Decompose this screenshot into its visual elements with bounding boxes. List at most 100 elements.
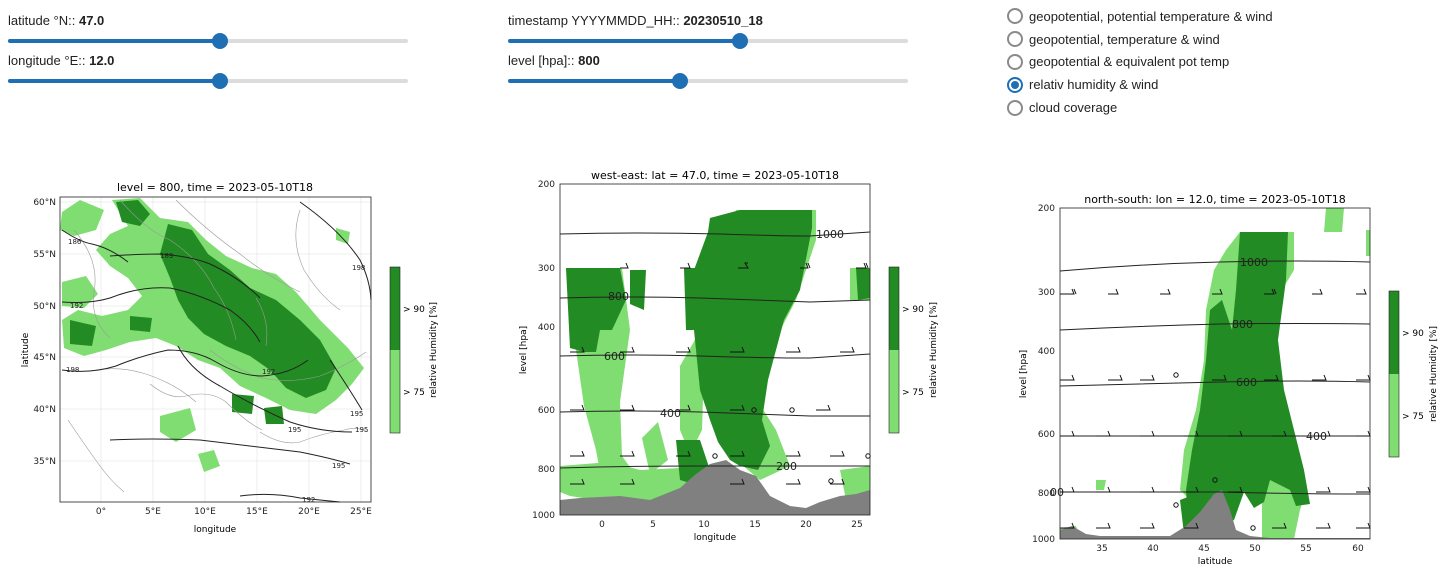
colorbar: > 90 > 75 relative Humidity [%]	[389, 266, 439, 434]
y-tick-label: 800	[538, 465, 555, 475]
contour-label: 195	[288, 426, 301, 434]
timestamp-slider[interactable]: timestamp YYYYMMDD_HH:: 20230510_18	[508, 13, 908, 49]
plot-title: west-east: lat = 47.0, time = 2023-05-10…	[591, 170, 839, 182]
longitude-thumb[interactable]	[212, 73, 228, 89]
colorbar-tick: > 75	[403, 388, 425, 398]
x-tick-label: 60	[1352, 544, 1364, 554]
y-axis-label: level [hpa]	[519, 326, 529, 374]
x-tick-label: 15	[749, 520, 760, 530]
radio-option-pot-temp-wind[interactable]: geopotential, potential temperature & wi…	[1007, 5, 1273, 28]
contour-label: 600	[604, 350, 625, 363]
y-tick-label: 45°N	[33, 353, 56, 363]
latitude-fill	[8, 39, 220, 43]
colorbar-tick: > 75	[902, 388, 924, 398]
y-tick-label: 50°N	[33, 302, 56, 312]
colorbar-tick: > 75	[1402, 412, 1424, 422]
radio-option-cloud-coverage[interactable]: cloud coverage	[1007, 96, 1273, 119]
timestamp-track[interactable]	[508, 33, 908, 49]
x-tick-label: 10°E	[194, 507, 216, 517]
y-tick-label: 400	[538, 323, 555, 333]
latitude-thumb[interactable]	[212, 33, 228, 49]
timestamp-thumb[interactable]	[732, 33, 748, 49]
contour-label: 195	[350, 410, 363, 418]
y-tick-label: 800	[1038, 489, 1055, 499]
y-tick-label: 1000	[1032, 535, 1055, 545]
y-tick-label: 600	[538, 406, 555, 416]
radio-option-equiv-pot-temp[interactable]: geopotential & equivalent pot temp	[1007, 51, 1273, 74]
radio-option-rel-humidity-wind[interactable]: relativ humidity & wind	[1007, 73, 1273, 96]
contour-label: 186	[68, 238, 82, 246]
contour-label: 192	[302, 496, 315, 504]
level-thumb[interactable]	[672, 73, 688, 89]
x-axis-label: longitude	[694, 533, 737, 543]
contour-label: 00	[1050, 486, 1064, 499]
radio-button[interactable]	[1007, 8, 1023, 25]
contour-label: 400	[660, 407, 681, 420]
colorbar-tick: > 90	[403, 305, 425, 315]
x-axis-label: longitude	[194, 525, 237, 535]
section-area: 1000 800 600 400 00	[1050, 207, 1371, 540]
terrain	[560, 460, 870, 515]
y-tick-label: 1000	[532, 511, 555, 521]
contour-label: 1000	[816, 228, 844, 241]
x-tick-label: 10	[698, 520, 710, 530]
y-tick-label: 400	[1038, 347, 1055, 357]
colorbar-tick: > 90	[902, 305, 924, 315]
longitude-track[interactable]	[8, 73, 408, 89]
colorbar: > 90 > 75 relative Humidity [%]	[888, 266, 939, 434]
latitude-slider[interactable]: latitude °N:: 47.0	[8, 13, 408, 49]
y-axis-label: level [hpa]	[1019, 350, 1029, 398]
y-tick-label: 55°N	[33, 250, 56, 260]
terrain	[1060, 490, 1370, 539]
contour-label: 198	[352, 264, 365, 272]
colorbar-label: relative Humidity [%]	[429, 302, 439, 398]
humidity-map-plot: level = 800, time = 2023-05-10T18	[21, 181, 439, 535]
y-tick-label: 300	[1038, 288, 1055, 298]
y-tick-label: 35°N	[33, 457, 56, 467]
radio-button[interactable]	[1007, 99, 1023, 116]
x-tick-label: 55	[1300, 544, 1311, 554]
timestamp-label: timestamp YYYYMMDD_HH:: 20230510_18	[508, 13, 763, 28]
radio-option-temp-wind[interactable]: geopotential, temperature & wind	[1007, 28, 1273, 51]
y-tick-label: 60°N	[33, 198, 56, 208]
contour-label: 198	[66, 366, 79, 374]
latitude-track[interactable]	[8, 33, 408, 49]
x-axis-label: latitude	[1198, 557, 1233, 567]
longitude-label: longitude °E:: 12.0	[8, 53, 115, 68]
x-tick-label: 20	[800, 520, 812, 530]
rh-gt90-areas	[70, 200, 336, 424]
x-tick-label: 25°E	[350, 507, 372, 517]
y-tick-label: 300	[538, 264, 555, 274]
contour-label: 200	[776, 460, 797, 473]
x-tick-label: 5°E	[145, 507, 161, 517]
radio-button[interactable]	[1007, 76, 1023, 93]
colorbar-tick: > 90	[1402, 329, 1424, 339]
contour-label: 800	[608, 290, 629, 303]
longitude-fill	[8, 79, 220, 83]
map-area: 186 189 198 192 198 192 195 195 195 192 …	[59, 196, 372, 504]
longitude-slider[interactable]: longitude °E:: 12.0	[8, 53, 408, 89]
radio-button[interactable]	[1007, 31, 1023, 48]
y-tick-label: 200	[1038, 204, 1055, 214]
colorbar-label: relative Humidity [%]	[929, 302, 939, 398]
level-slider[interactable]: level [hpa]:: 800	[508, 53, 908, 89]
radio-option-label: cloud coverage	[1029, 100, 1118, 116]
contour-label: 195	[332, 462, 345, 470]
radio-option-label: geopotential & equivalent pot temp	[1029, 54, 1230, 70]
contour-label: 800	[1232, 318, 1253, 331]
contour-label: 192	[70, 302, 83, 310]
radio-button[interactable]	[1007, 53, 1023, 70]
contour-label: 189	[160, 252, 173, 260]
x-tick-label: 35	[1096, 544, 1107, 554]
x-tick-label: 40	[1147, 544, 1159, 554]
x-tick-label: 0°	[96, 507, 106, 517]
y-tick-label: 600	[1038, 430, 1055, 440]
level-label: level [hpa]:: 800	[508, 53, 600, 68]
level-track[interactable]	[508, 73, 908, 89]
y-tick-label: 40°N	[33, 405, 56, 415]
x-tick-label: 0	[599, 520, 605, 530]
wind-barbs	[570, 262, 871, 485]
contour-label: 195	[355, 426, 368, 434]
x-tick-label: 15°E	[246, 507, 268, 517]
contour-label: 1000	[1240, 256, 1268, 269]
